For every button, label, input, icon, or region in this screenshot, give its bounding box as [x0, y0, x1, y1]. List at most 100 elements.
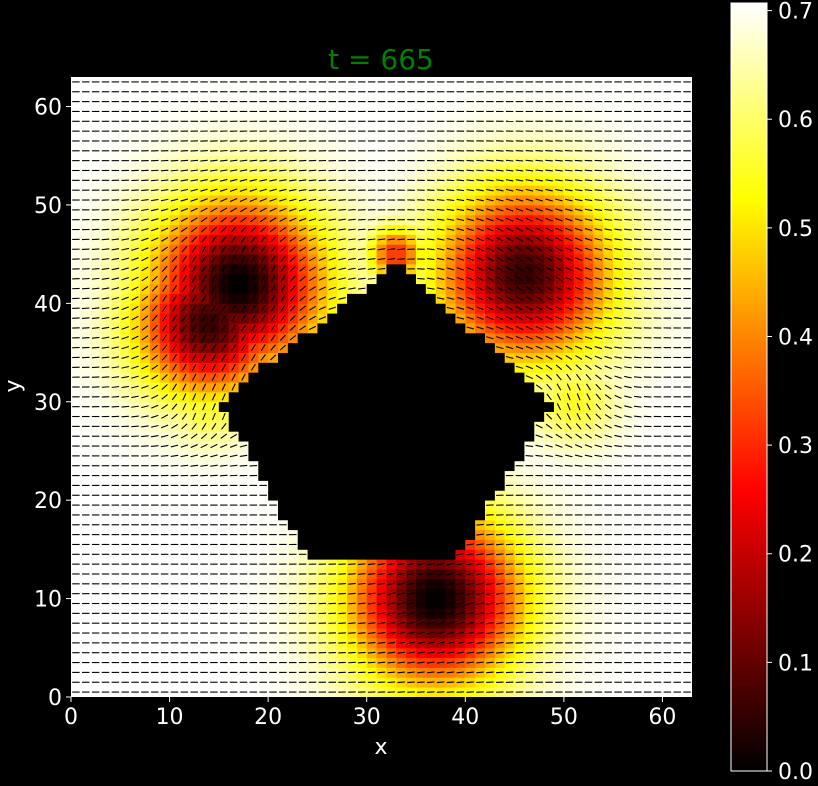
heatmap-cell [445, 519, 456, 531]
heatmap-cell [416, 323, 427, 334]
heatmap-cell [494, 401, 506, 412]
heatmap-cell [435, 411, 446, 422]
heatmap-cell [465, 401, 476, 412]
director-segment [348, 592, 356, 595]
director-segment [417, 611, 425, 615]
heatmap-cell [307, 460, 318, 472]
director-segment [338, 592, 346, 595]
heatmap-cell [278, 500, 289, 511]
director-segment [377, 671, 386, 674]
heatmap-cell [366, 303, 377, 314]
heatmap-cell [386, 510, 397, 521]
heatmap-cell [406, 510, 417, 521]
heatmap-cell [366, 332, 377, 344]
heatmap-cell [406, 382, 417, 393]
heatmap-cell [504, 421, 515, 432]
director-segment [476, 543, 484, 546]
heatmap-cell [465, 480, 476, 491]
heatmap-cell [307, 519, 318, 531]
heatmap-cell [485, 421, 496, 432]
director-segment [495, 641, 504, 644]
director-segment [515, 612, 524, 615]
director-segment [476, 572, 484, 576]
director-segment [387, 661, 396, 664]
director-segment [486, 582, 494, 585]
heatmap-cell [356, 510, 368, 521]
director-segment [417, 582, 425, 586]
heatmap-cell [396, 441, 407, 452]
heatmap-cell [485, 480, 496, 491]
director-segment [486, 671, 494, 674]
director-segment [426, 661, 435, 664]
heatmap-cell [416, 529, 427, 540]
director-segment [387, 612, 396, 615]
heatmap-cell [396, 273, 407, 285]
heatmap-cell [475, 342, 486, 353]
heatmap-cell [416, 342, 427, 353]
heatmap-cell [228, 411, 239, 422]
heatmap-cell [337, 313, 348, 324]
heatmap-cell [445, 480, 456, 491]
heatmap-cell [327, 391, 338, 403]
heatmap-cell [445, 411, 456, 422]
heatmap-cell [297, 431, 308, 442]
heatmap-cell [356, 470, 368, 481]
heatmap-cell [485, 470, 496, 481]
director-segment [436, 681, 445, 684]
heatmap-cell [455, 323, 466, 334]
heatmap-cell [347, 519, 358, 531]
director-segment [446, 602, 455, 605]
heatmap-cell [278, 470, 289, 481]
heatmap-cell [317, 539, 328, 550]
heatmap-cell [396, 480, 407, 491]
director-segment [436, 602, 445, 606]
heatmap-cell [416, 382, 427, 393]
heatmap-cell [425, 539, 437, 550]
heatmap-cell [278, 372, 289, 383]
heatmap-cell [307, 401, 318, 412]
heatmap-cell [268, 421, 279, 432]
heatmap-cell [475, 382, 486, 393]
heatmap-cell [524, 421, 535, 432]
heatmap-cell [425, 382, 437, 393]
heatmap-cell [396, 263, 407, 275]
heatmap-cell [258, 411, 269, 422]
heatmap-cell [327, 500, 338, 511]
director-segment [446, 671, 455, 674]
heatmap-cell [347, 480, 358, 491]
heatmap-cell [514, 411, 525, 422]
heatmap-cell [307, 441, 318, 452]
director-segment [496, 651, 504, 654]
heatmap-cell [287, 480, 299, 491]
heatmap-cell [366, 421, 377, 432]
director-segment [446, 562, 455, 566]
heatmap-cell [455, 391, 466, 403]
heatmap-cell [268, 431, 279, 442]
heatmap-cell [268, 460, 279, 472]
director-segment [427, 681, 435, 684]
director-segment [466, 543, 474, 546]
director-segment [496, 612, 504, 615]
director-segment [377, 631, 386, 635]
director-segment [407, 572, 415, 576]
heatmap-cell [416, 450, 427, 462]
heatmap-cell [514, 382, 525, 393]
director-segment [407, 641, 415, 645]
director-segment [358, 602, 366, 605]
director-segment [417, 691, 425, 693]
heatmap-cell [416, 549, 427, 560]
heatmap-cell [475, 362, 486, 373]
heatmap-cell [425, 490, 437, 501]
director-segment [407, 592, 415, 596]
director-segment [427, 602, 435, 606]
heatmap-cell [445, 421, 456, 432]
director-segment [397, 562, 406, 566]
heatmap-cell [445, 362, 456, 373]
director-field [72, 81, 691, 693]
heatmap-cell [297, 411, 308, 422]
heatmap-cell [337, 391, 348, 403]
director-segment [427, 592, 435, 596]
heatmap-cell [297, 382, 308, 393]
heatmap-cell [504, 382, 515, 393]
director-segment [436, 691, 445, 693]
